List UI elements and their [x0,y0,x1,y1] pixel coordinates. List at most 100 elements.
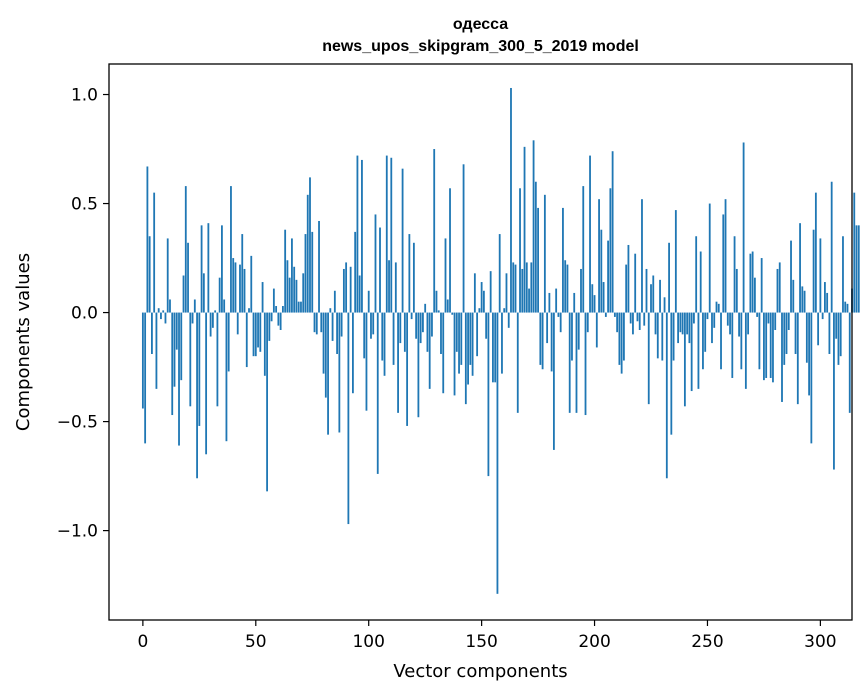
bar [738,312,740,337]
bar [148,236,151,313]
bar [638,312,641,330]
bar [507,312,510,328]
bar [324,312,327,398]
bar [794,312,797,354]
bar [295,279,298,313]
bar [403,312,406,352]
bar [259,312,262,352]
bar [464,312,467,405]
bar [756,312,759,317]
y-tick-label: 1.0 [71,86,98,106]
bar [336,312,338,354]
bar [787,312,790,330]
bar [611,151,614,313]
bar [711,312,713,344]
bar [765,312,768,378]
bar [629,312,632,324]
bar [216,312,219,407]
bar [550,312,553,372]
bar-series [141,87,860,594]
bar [202,273,205,313]
bar [805,312,808,363]
bar [370,312,372,339]
bar [699,251,702,313]
bar [774,312,777,330]
bar [686,312,689,335]
bar [363,312,366,359]
y-axis-label: Components values [13,253,34,431]
bar [349,266,352,313]
bar [598,199,600,313]
bar [460,312,463,365]
y-tick-label: 0.5 [71,195,98,215]
bar [494,312,497,383]
bar [742,142,745,313]
bar [568,312,571,413]
bar [257,312,259,348]
bar [374,214,377,313]
bar [239,264,241,313]
bar [230,186,232,313]
bar [647,312,650,405]
bar [681,312,684,335]
bar [767,312,770,324]
bar [679,312,682,333]
bar [467,312,469,385]
bar [288,277,291,313]
bar [530,262,533,313]
bar [211,312,214,328]
bar [625,264,628,313]
bar [749,253,752,313]
bar [248,308,250,313]
bar [674,210,677,313]
bar [785,312,788,354]
bar [623,312,625,361]
bar [584,312,587,416]
bar [744,312,747,389]
bar [496,312,499,594]
bar [234,262,237,313]
bar [342,268,345,313]
bar [254,312,257,357]
bar [182,275,185,313]
y-tick-label: 0.0 [71,304,98,324]
bar [419,312,422,344]
bar [381,312,384,361]
bar [645,268,648,313]
bar [753,277,756,313]
bar [722,214,725,313]
bar [214,310,217,313]
bar [778,262,781,313]
bar [313,312,316,333]
bar [650,284,652,313]
bar [275,306,278,313]
bar [731,312,734,378]
bar [412,242,415,313]
bar [677,312,680,344]
bar [523,146,526,313]
bar [693,312,695,324]
bar [781,312,783,402]
bar [428,312,431,389]
bar [695,236,698,313]
bar [480,282,483,313]
bar [801,286,804,313]
bar [842,236,844,313]
bar [293,266,296,313]
bar [844,301,847,313]
bar [501,312,503,374]
bar [654,312,657,335]
bar [534,181,537,313]
bar [153,192,156,313]
bar [169,299,171,313]
bar [415,312,418,339]
chart-title-word: одесса [453,16,508,33]
bar [331,312,334,341]
bar [221,225,223,313]
bar [763,312,765,381]
bar [783,312,786,365]
bar [193,299,196,313]
bar [187,242,189,313]
bar [379,227,381,313]
bar [591,284,594,313]
